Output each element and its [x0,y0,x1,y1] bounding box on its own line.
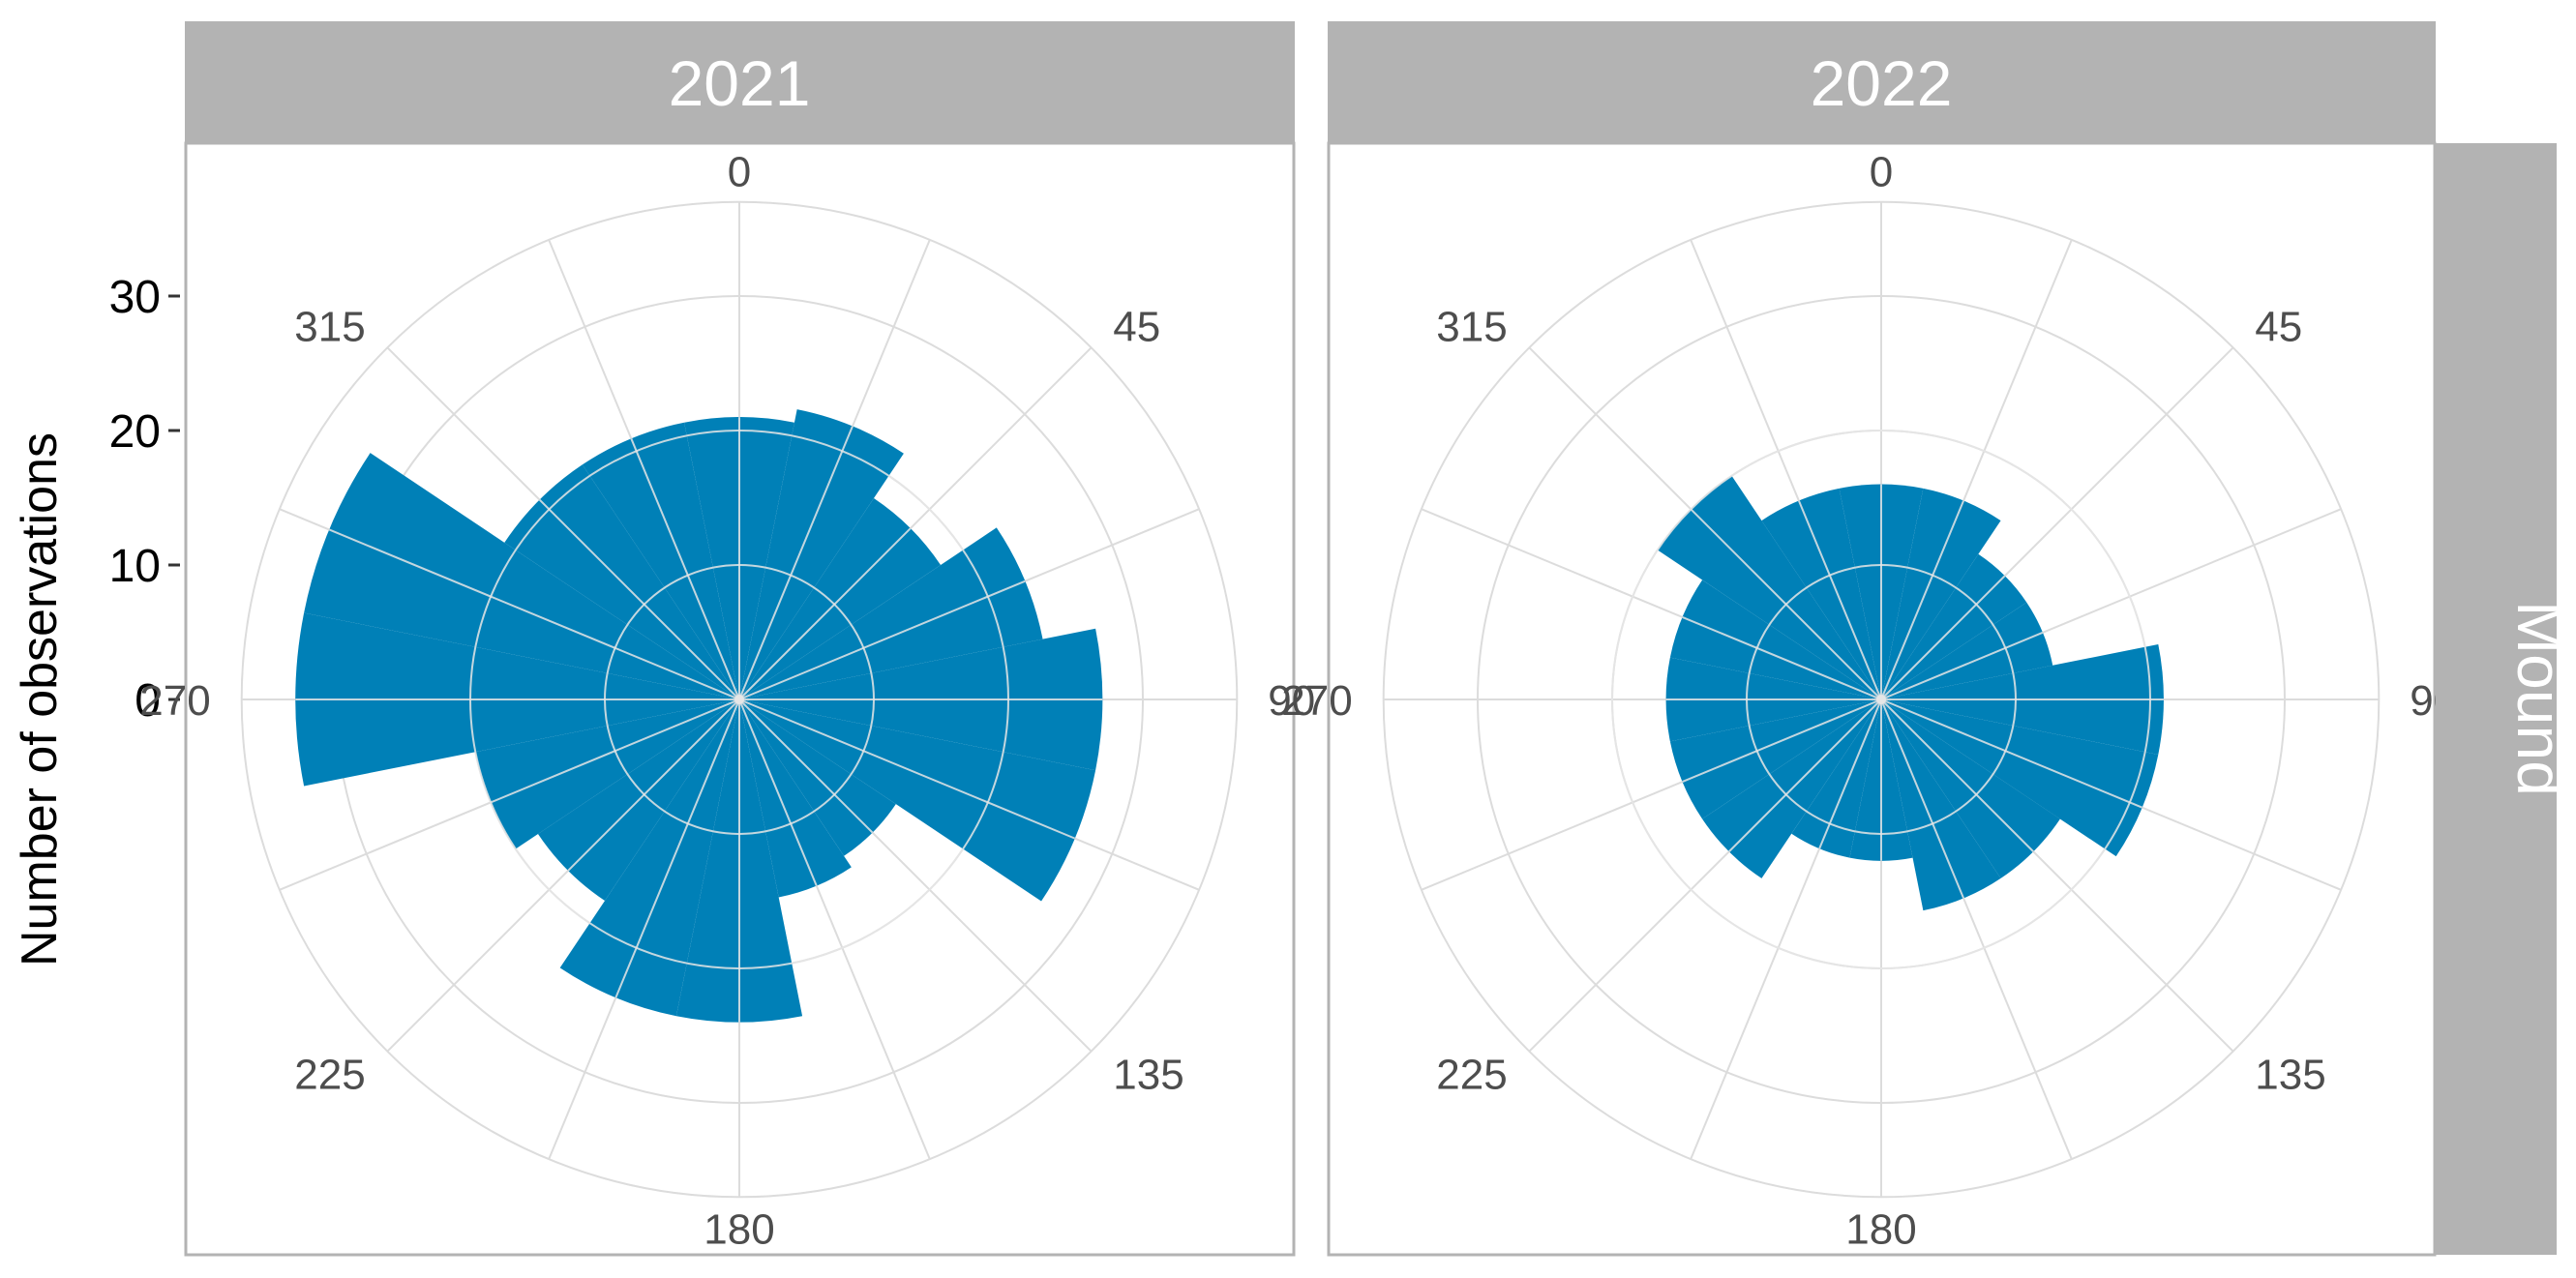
panel-2021: 2021 0 45 90 135 180 225 270 315 [139,21,1315,1257]
facet-strip-label: Mound [2504,601,2576,796]
y-tick-label: 30 [109,272,161,323]
grid-spoke-overlay [1690,508,1882,700]
grid-spoke-overlay [538,498,740,700]
angle-label: 0 [1870,149,1893,196]
spokes-2022 [1611,430,2164,969]
bar-wedge [1791,699,1881,858]
grid-spoke-overlay [738,698,818,887]
angle-label: 135 [2255,1051,2325,1098]
angle-label: 180 [704,1205,774,1253]
grid-spoke-overlay [1880,698,2034,852]
bar-wedge [739,409,904,699]
angle-label: 315 [1436,304,1507,351]
bar-wedge [1669,580,1881,699]
bar-wedge [1881,699,2159,857]
center-dot [734,695,744,704]
grid-spoke-overlay [1880,500,1965,700]
grid-spoke-overlay [1880,631,2044,700]
bar-wedge [739,699,852,898]
grid-spoke-overlay [1880,698,1965,899]
grid-spoke-overlay [1880,575,2006,700]
grid-spoke-overlay [328,528,740,700]
strip-label-2022: 2022 [1811,47,1953,119]
bar-wedge [739,699,1096,902]
grid-spoke-overlay [630,437,740,700]
grid-spoke-overlay [1682,615,1882,700]
bar-wedge [739,527,1043,699]
angle-label: 45 [1113,304,1160,351]
facet-strip-right [2436,143,2557,1255]
grid-spoke-overlay [1880,698,2143,809]
grid-spoke-overlay [738,698,874,834]
grid-spoke-overlay [1797,500,1882,700]
grid-spoke-overlay [1728,698,1882,852]
bar-wedge [1669,699,1881,819]
y-tick-label: 20 [109,406,161,458]
grid-spoke-overlay [567,698,740,872]
grid-spoke-overlay [490,698,740,804]
grid-spoke-overlay [738,580,1026,700]
y-axis: 0 10 20 30 [109,272,180,727]
grid-spoke-overlay [1682,698,1882,784]
spokes-2021 [295,417,1103,1023]
angle-label: 270 [139,677,210,725]
angle-label: 315 [294,304,365,351]
grid-spoke-overlay [738,527,912,700]
bar-wedge [1881,699,2001,911]
bar-wedge [1881,488,2001,699]
strip-2021 [185,21,1295,142]
grid-spoke-overlay [738,426,854,700]
bar-wedge [559,699,739,1017]
bar-wedge [1881,602,2053,699]
angle-label: 135 [1113,1051,1183,1098]
y-tick-label: 0 [135,675,161,727]
strip-2022 [1328,21,2436,142]
bar-wedge [475,699,739,849]
angle-label: 0 [728,149,751,196]
grid-spoke-overlay [1818,698,1882,849]
grid-spoke-overlay [738,698,1076,840]
angle-label: 180 [1845,1205,1916,1253]
angle-label: 225 [294,1051,365,1098]
grid-spoke-overlay [614,698,740,998]
bar-wedge [582,422,739,699]
angle-label: 45 [2255,304,2302,351]
angle-label: 225 [1436,1051,1507,1098]
strip-label-2021: 2021 [669,47,811,119]
angle-labels-2021: 0 45 90 135 180 225 270 315 [139,149,1315,1254]
y-tick-label: 10 [109,541,161,592]
angle-label: 270 [1281,677,1352,725]
y-axis-title: Number of observations [12,432,68,966]
center-dot [1876,695,1886,704]
bar-wedge [1761,488,1881,699]
angle-label: 90 [1268,677,1315,725]
bar-wedge [304,453,739,699]
